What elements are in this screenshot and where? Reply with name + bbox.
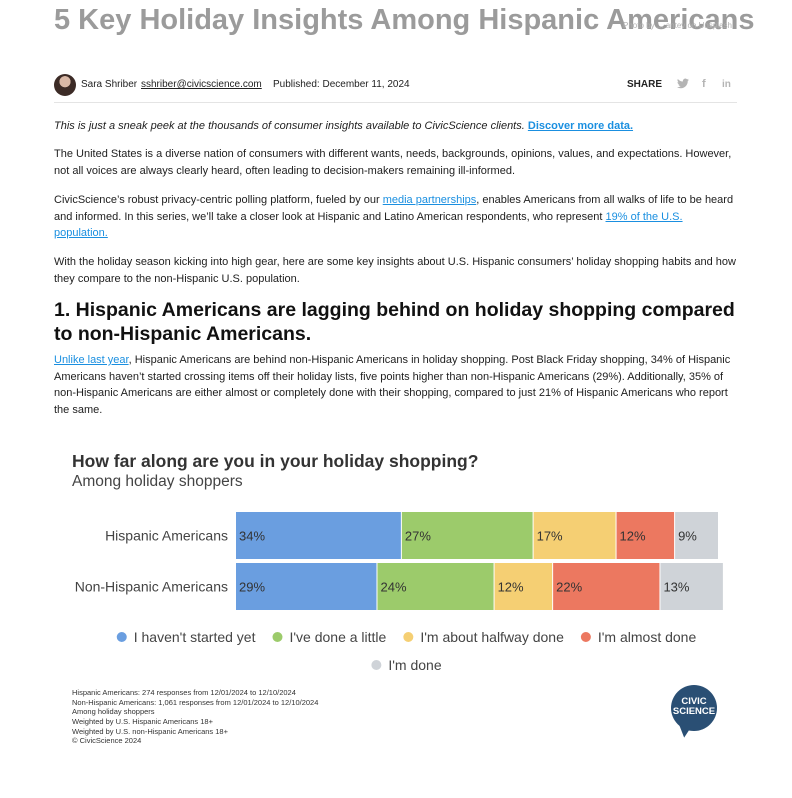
footnote: Weighted by U.S. Hispanic Americans 18+: [72, 717, 213, 726]
intro-paragraph: The United States is a diverse nation of…: [54, 148, 732, 177]
legend-label-i-m-done: I'm done: [388, 657, 441, 673]
logo-line-1: CIVIC: [681, 696, 707, 707]
bar-hispanic-americans-i-ve-done-a-little: [401, 512, 533, 559]
legend-swatch-i-m-done: [371, 660, 382, 670]
data-label: 34%: [239, 529, 265, 544]
chart-title: How far along are you in your holiday sh…: [72, 451, 479, 471]
discover-more-link[interactable]: Discover more data.: [527, 120, 634, 132]
section-heading: 1. Hispanic Americans are lagging behind…: [54, 299, 735, 345]
population-link[interactable]: 19% of the U.S. population.: [54, 210, 683, 240]
footnote: Hispanic Americans: 274 responses from 1…: [72, 688, 296, 697]
avatar: [54, 74, 76, 96]
footnote: Weighted by U.S. non-Hispanic Americans …: [72, 727, 228, 736]
legend-swatch-i-haven-t-started-yet: [116, 632, 127, 642]
data-label: 17%: [537, 529, 563, 544]
share-label: SHARE: [627, 79, 663, 90]
sneak-peek-paragraph: This is just a sneak peek at the thousan…: [54, 118, 737, 135]
legend-label-i-m-about-halfway-done: I'm about halfway done: [420, 629, 564, 645]
legend-label-i-m-almost-done: I'm almost done: [598, 629, 697, 645]
chart-subtitle: Among holiday shoppers: [72, 473, 243, 490]
linkedin-icon[interactable]: in: [722, 79, 731, 90]
data-label: 12%: [620, 529, 646, 544]
legend-label-i-haven-t-started-yet: I haven't started yet: [134, 629, 256, 645]
published-date: Published: December 11, 2024: [273, 79, 410, 90]
legend-label-i-ve-done-a-little: I've done a little: [289, 629, 386, 645]
legend-swatch-i-ve-done-a-little: [272, 632, 283, 642]
author-name: Sara Shriber: [81, 79, 138, 90]
holiday-paragraph: With the holiday season kicking into hig…: [54, 256, 736, 285]
section-paragraph: Unlike last year, Hispanic Americans are…: [54, 352, 737, 418]
data-label: 22%: [556, 580, 582, 595]
facebook-icon[interactable]: f: [702, 78, 706, 90]
unlike-last-year-link[interactable]: Unlike last year: [54, 354, 129, 366]
twitter-icon[interactable]: [677, 78, 689, 92]
civicscience-logo-text: CIVIC SCIENCE: [671, 697, 717, 717]
data-label: 24%: [380, 580, 406, 595]
bar-hispanic-americans-i-haven-t-started-yet: [236, 512, 401, 559]
data-label: 12%: [498, 580, 524, 595]
section-body-text: , Hispanic Americans are behind non-Hisp…: [54, 354, 731, 416]
divider: [54, 102, 737, 103]
data-label: 29%: [239, 580, 265, 595]
civicscience-logo: [671, 685, 717, 731]
data-label: 13%: [663, 580, 689, 595]
stacked-bar-chart: Hispanic Americans 34% 27% 17% 12% 9% Non-Hisp…: [75, 512, 723, 673]
bar-hispanic-americans-i-m-done: [675, 512, 718, 559]
footnote: © CivicScience 2024: [72, 736, 142, 745]
photo-credit: Photo by ... antev on Unsplash: [623, 21, 732, 30]
bar-hispanic-americans-i-m-almost-done: [616, 512, 675, 559]
footnote: Non-Hispanic Americans: 1,061 responses …: [72, 698, 319, 707]
footnote: Among holiday shoppers: [72, 707, 155, 716]
logo-line-2: SCIENCE: [672, 706, 716, 717]
bar-non-hispanic-americans-i-m-almost-done: [553, 563, 660, 610]
data-label: 27%: [405, 529, 431, 544]
category-label-non-hispanic-americans: Non-Hispanic Americans: [75, 579, 228, 595]
category-label-hispanic-americans: Hispanic Americans: [105, 528, 228, 544]
bar-hispanic-americans-i-m-about-halfway-done: [533, 512, 616, 559]
data-label: 9%: [678, 529, 697, 544]
legend-swatch-i-m-almost-done: [580, 632, 591, 642]
bar-non-hispanic-americans-i-ve-done-a-little: [377, 563, 494, 610]
platform-paragraph: CivicScience’s robust privacy-centric po…: [54, 192, 737, 242]
sneak-peek-text: This is just a sneak peek at the thousan…: [54, 120, 525, 132]
bar-non-hispanic-americans-i-m-done: [660, 563, 723, 610]
bar-non-hispanic-americans-i-haven-t-started-yet: [236, 563, 377, 610]
author-bar: Sara Shriber sshriber@civicscience.com P…: [54, 74, 737, 98]
author-email-link[interactable]: sshriber@civicscience.com: [141, 79, 262, 90]
platform-text-a: CivicScience’s robust privacy-centric po…: [54, 194, 383, 206]
media-partnerships-link[interactable]: media partnerships: [382, 194, 477, 206]
bar-non-hispanic-americans-i-m-about-halfway-done: [494, 563, 553, 610]
platform-text-b: , enables Americans from all walks of li…: [54, 194, 734, 223]
page-title: 5 Key Holiday Insights Among Hispanic Am…: [54, 4, 755, 36]
legend-swatch-i-m-about-halfway-done: [403, 632, 414, 642]
